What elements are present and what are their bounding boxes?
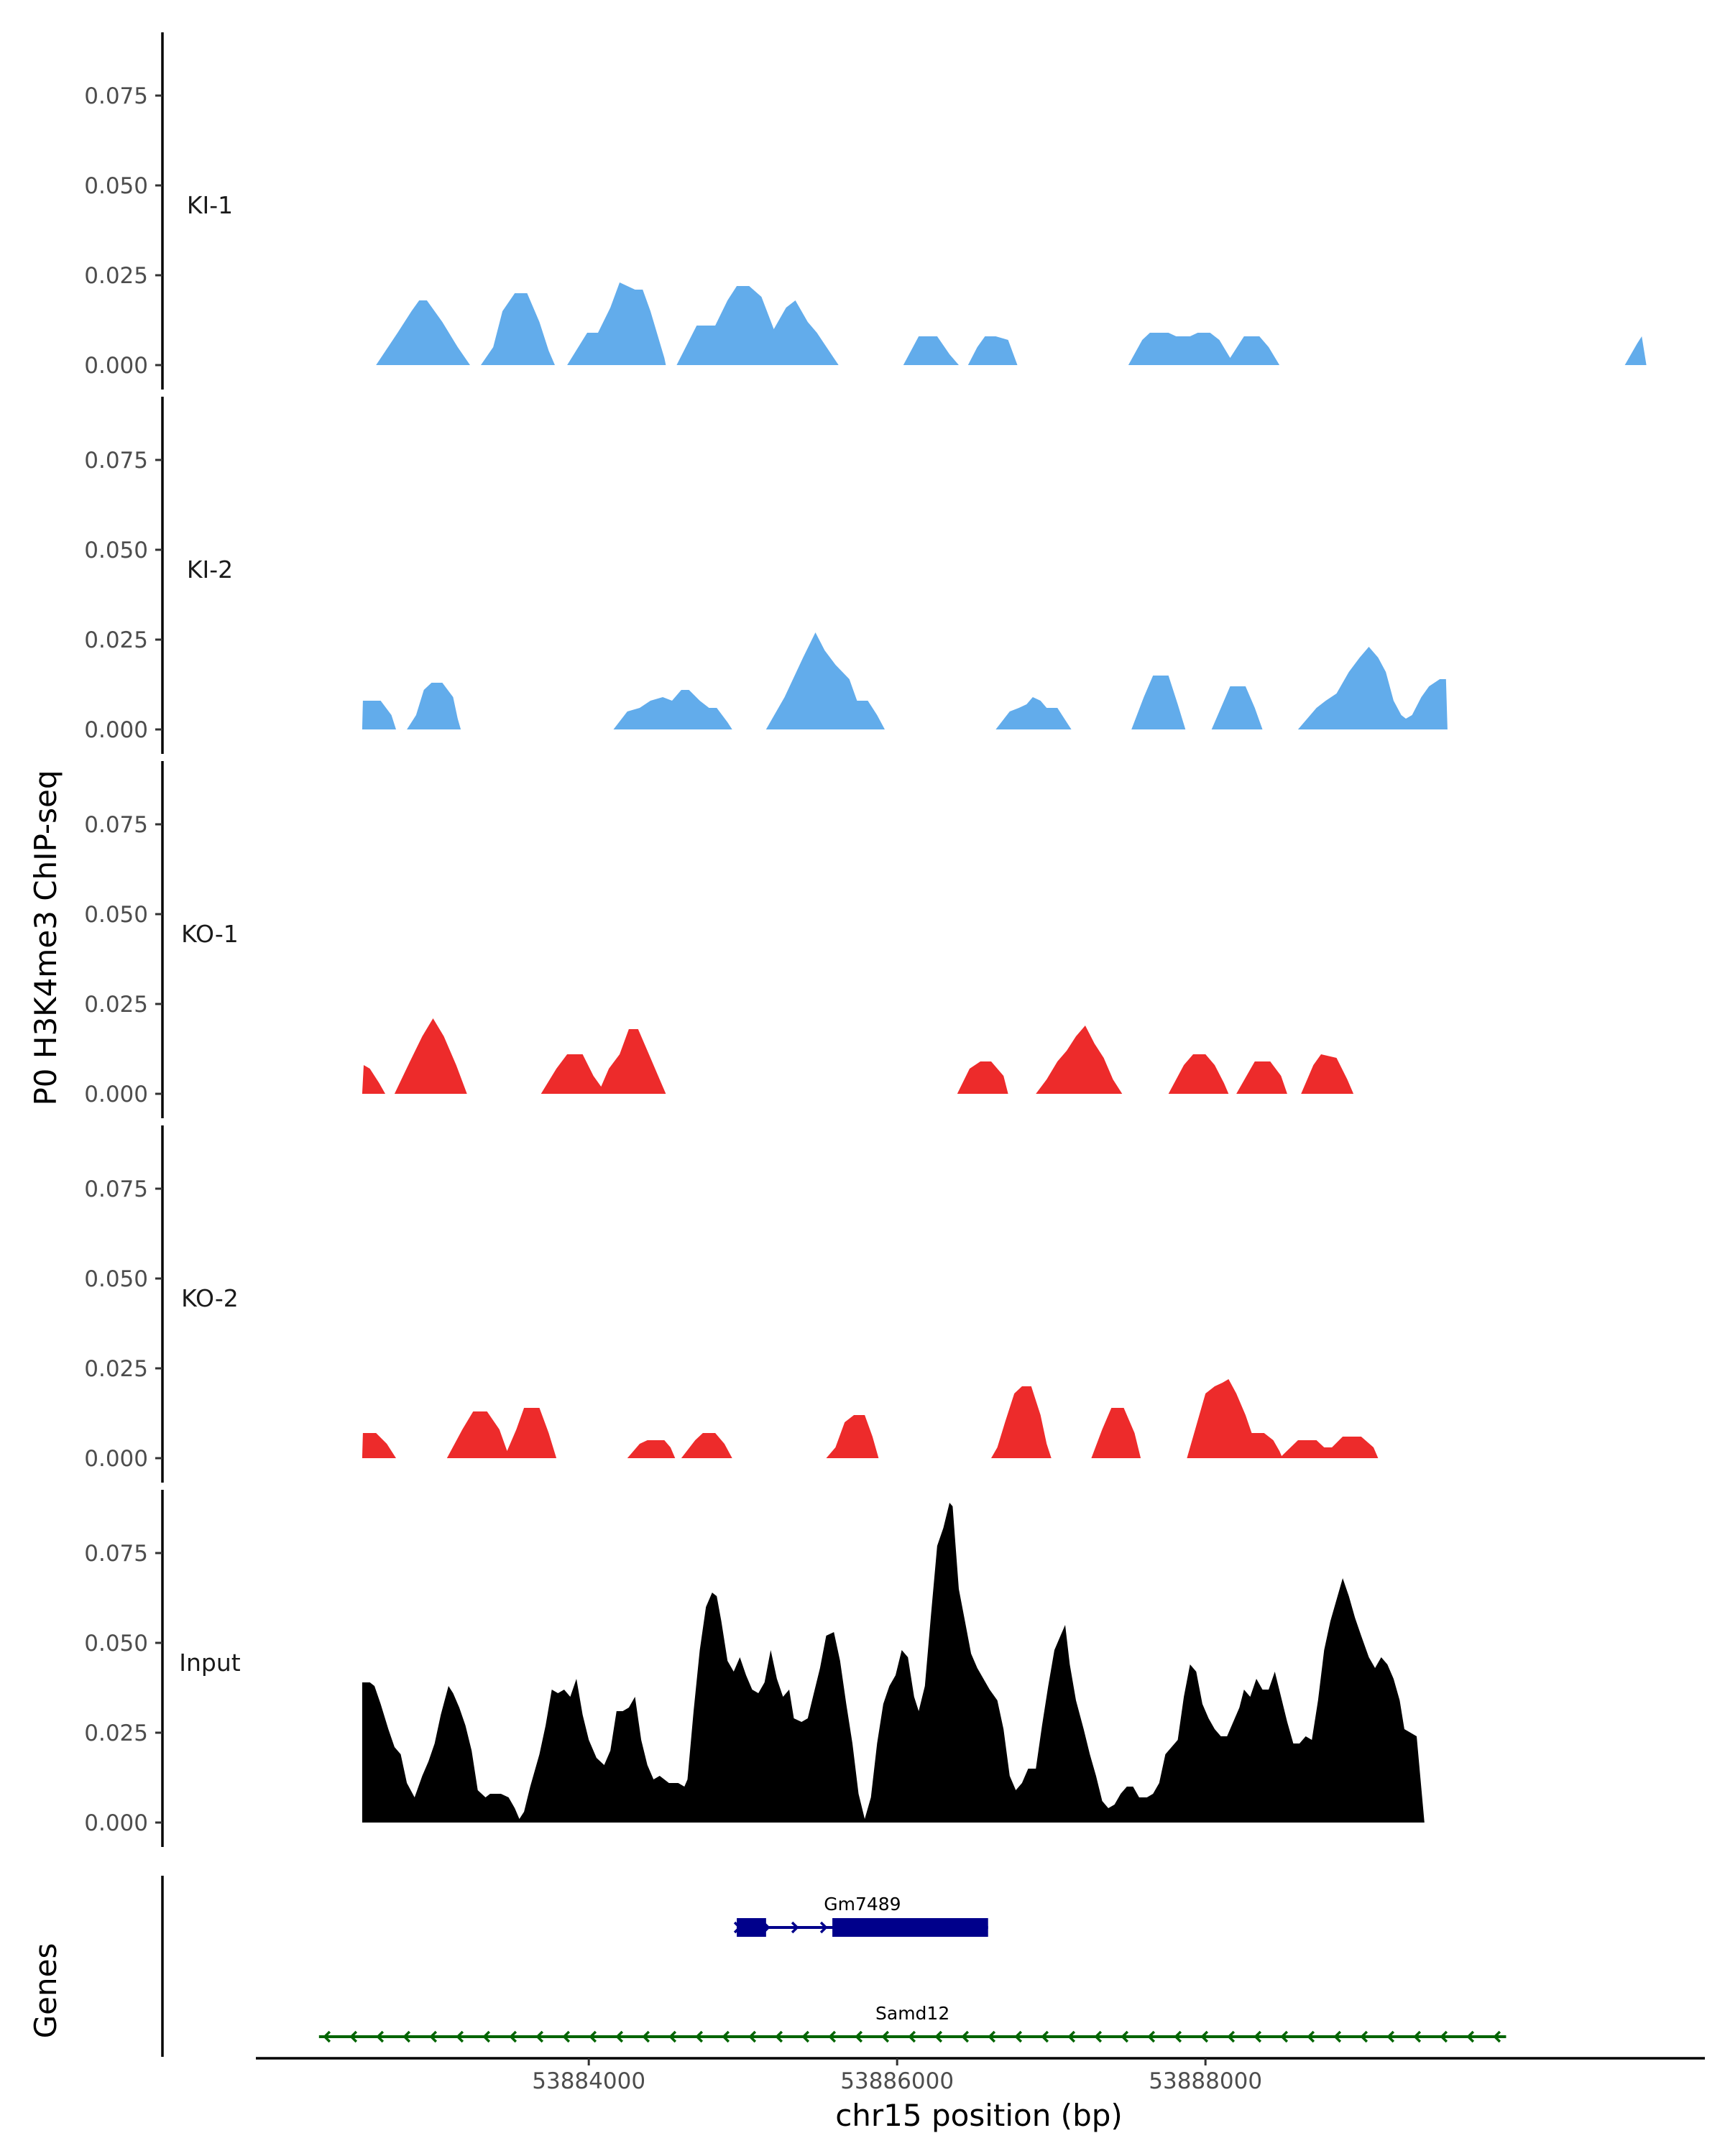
- strand-arrow: [1280, 2030, 1289, 2043]
- strand-arrow: [1466, 2030, 1475, 2043]
- strand-arrow: [695, 2030, 704, 2043]
- strand-arrow: [934, 2030, 943, 2043]
- y-tick-label: 0.050: [84, 902, 148, 928]
- strand-arrow: [1014, 2030, 1023, 2043]
- gene-gm7489: Gm7489: [733, 1894, 988, 1937]
- x-tick-label: 53886000: [840, 2068, 954, 2094]
- genes-axis-title: Genes: [28, 1943, 63, 2039]
- strand-arrow: [828, 2030, 837, 2043]
- strand-arrow: [1333, 2030, 1342, 2043]
- y-tick-label: 0.000: [84, 1810, 148, 1836]
- track-ko-2: 0.000 0.025 0.050 0.075 KO-2: [84, 1125, 1379, 1483]
- strand-arrow: [1227, 2030, 1236, 2043]
- track-ki-1: 0.000 0.025 0.050 0.075 KI-1: [84, 32, 1647, 390]
- track-ko-1: 0.000 0.025 0.050 0.075 KO-1: [84, 761, 1354, 1118]
- strand-arrow: [775, 2030, 783, 2043]
- y-tick-label: 0.050: [84, 1266, 148, 1292]
- strand-arrow: [791, 1921, 799, 1934]
- strand-arrow: [589, 2030, 597, 2043]
- strand-arrow: [1360, 2030, 1368, 2043]
- track-input: 0.000 0.025 0.050 0.075 Input: [84, 1490, 1425, 1847]
- strand-arrow: [509, 2030, 518, 2043]
- strand-arrow: [642, 2030, 650, 2043]
- strand-arrow: [535, 2030, 544, 2043]
- coverage-area: [362, 1379, 1379, 1458]
- y-tick-label: 0.075: [84, 448, 148, 474]
- x-axis: 53884000 53886000 53888000: [256, 2057, 1705, 2094]
- strand-arrow: [562, 2030, 571, 2043]
- strand-arrow: [376, 2030, 385, 2043]
- strand-arrow: [722, 2030, 730, 2043]
- strand-arrow: [1121, 2030, 1129, 2043]
- exon: [832, 1918, 988, 1937]
- strand-arrow: [1493, 2030, 1501, 2043]
- strand-arrow: [881, 2030, 890, 2043]
- strand-arrow: [1041, 2030, 1049, 2043]
- y-tick-label: 0.025: [84, 1356, 148, 1382]
- strand-arrow: [961, 2030, 970, 2043]
- strand-arrow: [1254, 2030, 1262, 2043]
- strand-arrow: [1200, 2030, 1209, 2043]
- strand-arrow: [748, 2030, 757, 2043]
- exon: [737, 1918, 766, 1937]
- gene-label: Samd12: [875, 2003, 949, 2024]
- y-tick-label: 0.000: [84, 1446, 148, 1472]
- strand-arrow: [988, 2030, 996, 2043]
- y-tick-label: 0.050: [84, 173, 148, 199]
- strand-arrow: [482, 2030, 491, 2043]
- strand-arrow: [908, 2030, 916, 2043]
- coverage-area: [362, 1503, 1425, 1823]
- track-label: KI-2: [187, 556, 233, 584]
- y-tick-label: 0.050: [84, 538, 148, 563]
- genes-panel: Gm7489 Samd12: [161, 1876, 1506, 2057]
- strand-arrow: [668, 2030, 677, 2043]
- strand-arrow: [1440, 2030, 1448, 2043]
- strand-arrow: [1307, 2030, 1315, 2043]
- y-tick-label: 0.025: [84, 992, 148, 1018]
- coverage-area: [362, 632, 1448, 729]
- gene-samd12: Samd12: [318, 2003, 1506, 2043]
- track-label: KI-1: [187, 191, 233, 219]
- strand-arrow: [615, 2030, 624, 2043]
- strand-arrow: [1147, 2030, 1156, 2043]
- strand-arrow: [402, 2030, 411, 2043]
- strand-arrow: [1386, 2030, 1395, 2043]
- strand-arrow: [855, 2030, 863, 2043]
- track-label: KO-2: [181, 1284, 239, 1312]
- strand-arrow: [801, 2030, 810, 2043]
- gene-label: Gm7489: [824, 1894, 901, 1915]
- y-tick-label: 0.075: [84, 812, 148, 838]
- coverage-tracks: 0.0000.0250.0500.075KI-10.0000.0250.0500…: [84, 32, 1647, 1847]
- track-label: KO-1: [181, 920, 239, 948]
- coverage-area: [362, 1018, 1354, 1094]
- x-axis-title: chr15 position (bp): [835, 2098, 1123, 2133]
- strand-arrow: [349, 2030, 358, 2043]
- x-tick-label: 53884000: [532, 2068, 645, 2094]
- y-tick-label: 0.000: [84, 353, 148, 379]
- strand-arrow: [1174, 2030, 1182, 2043]
- y-tick-label: 0.075: [84, 1541, 148, 1567]
- track-ki-2: 0.000 0.025 0.050 0.075 KI-2: [84, 397, 1448, 754]
- y-tick-label: 0.050: [84, 1631, 148, 1657]
- coverage-area: [376, 282, 1647, 365]
- strand-arrow: [456, 2030, 464, 2043]
- y-tick-label: 0.025: [84, 1720, 148, 1746]
- strand-arrow: [1067, 2030, 1076, 2043]
- y-tick-label: 0.075: [84, 1176, 148, 1202]
- y-tick-label: 0.000: [84, 1082, 148, 1107]
- track-label: Input: [179, 1649, 241, 1677]
- x-tick-label: 53888000: [1149, 2068, 1262, 2094]
- strand-arrow: [819, 1921, 828, 1934]
- y-axis-title: P0 H3K4me3 ChIP-seq: [28, 770, 63, 1105]
- y-tick-label: 0.025: [84, 627, 148, 653]
- y-tick-label: 0.000: [84, 717, 148, 743]
- strand-arrow: [429, 2030, 438, 2043]
- strand-arrow: [1413, 2030, 1422, 2043]
- y-tick-label: 0.075: [84, 83, 148, 109]
- strand-arrow: [1094, 2030, 1103, 2043]
- y-tick-label: 0.025: [84, 263, 148, 289]
- strand-arrow: [323, 2030, 331, 2043]
